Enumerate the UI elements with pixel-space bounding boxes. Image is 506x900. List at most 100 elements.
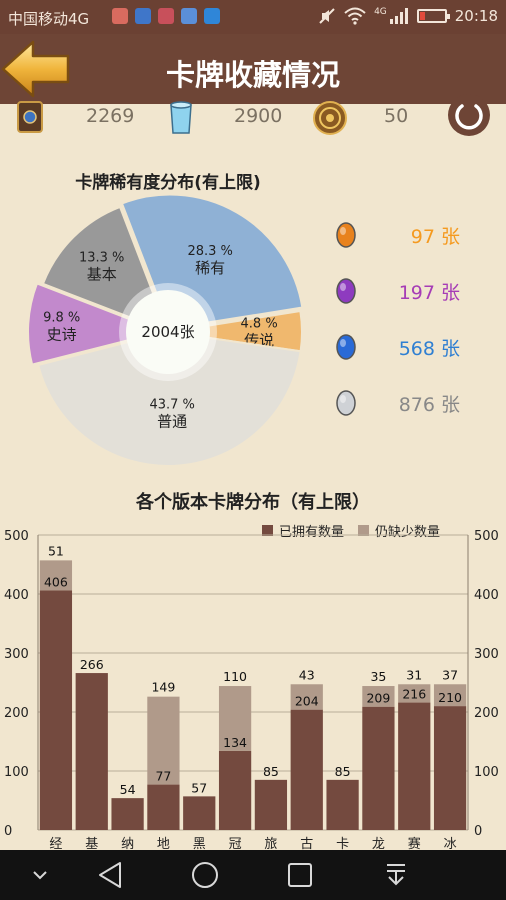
bar-owned-label: 54 — [120, 782, 136, 797]
x-tick-label: 卡 — [336, 837, 349, 850]
gold-count: 50 — [384, 105, 409, 127]
bar-owned-label: 406 — [44, 574, 68, 589]
bar-missing[interactable] — [362, 686, 395, 707]
bar-owned[interactable] — [39, 590, 73, 830]
bar-missing-label: 43 — [299, 667, 315, 682]
notification-app-icon — [135, 8, 151, 24]
arcane-dust-count: 2900 — [234, 105, 283, 127]
x-tick-label: 地 — [157, 837, 170, 850]
bar-owned-label: 209 — [366, 691, 390, 706]
rarity-count: 197 张 — [398, 282, 460, 304]
pie-slice-percent: 43.7 % — [149, 397, 194, 412]
pie-slice-5[interactable] — [41, 205, 170, 334]
pie-slice-name: 史诗 — [47, 326, 77, 344]
rarity-legend-row: 197 张 — [334, 276, 494, 306]
bar-missing[interactable] — [398, 684, 431, 703]
y-tick-right: 200 — [474, 706, 499, 721]
y-tick-right: 400 — [474, 588, 499, 603]
set-chart-title: 各个版本卡牌分布（有上限） — [136, 492, 370, 513]
bar-missing[interactable] — [218, 686, 252, 751]
y-tick-left: 200 — [4, 706, 29, 721]
home-nav-button[interactable] — [175, 850, 235, 900]
square-recents-icon — [288, 863, 312, 887]
bar-owned[interactable] — [218, 750, 252, 830]
signal-type-label: 4G — [374, 7, 387, 17]
chevron-down-icon — [33, 871, 47, 880]
x-tick-label: 旅 — [264, 837, 277, 850]
y-tick-left: 300 — [4, 647, 29, 662]
bar-owned[interactable] — [75, 673, 108, 830]
missing-legend-label: 仍缺少数量 — [375, 525, 441, 540]
y-tick-right: 500 — [474, 529, 499, 544]
bar-owned-label: 266 — [80, 657, 104, 672]
x-tick-label: 冠 — [229, 837, 242, 850]
arcane-dust-icon — [170, 101, 192, 134]
bar-missing-label: 37 — [442, 667, 458, 682]
missing-legend-swatch — [358, 525, 370, 536]
rarity-count: 876 张 — [398, 394, 460, 416]
rare-gem-icon — [336, 334, 356, 360]
pie-slice-4[interactable] — [27, 282, 166, 366]
bar-owned-label: 134 — [223, 735, 247, 750]
bar-owned[interactable] — [147, 784, 180, 830]
navigation-bar — [0, 850, 506, 900]
bar-owned[interactable] — [111, 798, 144, 830]
card-pack-icon — [17, 101, 43, 133]
bar-owned[interactable] — [362, 706, 395, 830]
bar-owned[interactable] — [398, 702, 431, 830]
notification-pull-button[interactable] — [366, 850, 426, 900]
bar-owned-label: 216 — [402, 687, 426, 702]
owned-legend-label: 已拥有数量 — [279, 525, 345, 540]
bar-owned[interactable] — [254, 779, 288, 830]
pie-slice-percent: 9.8 % — [43, 311, 80, 326]
bar-missing-label: 149 — [151, 680, 175, 695]
epic-gem-icon — [336, 278, 356, 304]
bar-owned[interactable] — [183, 796, 216, 830]
bar-owned-label: 210 — [438, 690, 462, 705]
set-bar-chart: 0 0 100 100 200 200 300 300 400 400 500 500 406 51 经 26… — [4, 529, 499, 850]
bar-owned[interactable] — [433, 706, 467, 830]
rarity-count: 97 张 — [410, 226, 460, 248]
x-tick-label: 冰 — [444, 837, 457, 850]
resource-row: 2269 2900 50 — [0, 94, 506, 136]
bar-missing-label: 31 — [406, 667, 422, 682]
x-tick-label: 古 — [300, 837, 313, 850]
rarity-legend-row: 568 张 — [334, 332, 494, 362]
y-tick-left: 100 — [4, 765, 29, 780]
y-tick-right: 0 — [474, 824, 482, 839]
x-tick-label: 黑 — [193, 837, 206, 850]
carrier-label: 中国移动4G — [8, 10, 90, 28]
rarity-count: 568 张 — [398, 338, 460, 360]
bar-owned-label: 85 — [263, 764, 279, 779]
bar-missing[interactable] — [147, 696, 180, 785]
set-chart-legend: 已拥有数量 仍缺少数量 — [262, 521, 440, 540]
home-circle-icon — [192, 862, 218, 888]
pie-slice-3[interactable] — [36, 330, 302, 467]
y-tick-left: 500 — [4, 529, 29, 544]
y-tick-right: 300 — [474, 647, 499, 662]
pie-slice-name: 基本 — [87, 266, 117, 284]
pie-slice-name: 普通 — [157, 412, 187, 430]
bar-missing[interactable] — [39, 560, 73, 591]
pie-slice-percent: 4.8 % — [241, 316, 278, 331]
rarity-chart-title: 卡牌稀有度分布(有上限) — [75, 173, 261, 193]
owned-legend-swatch — [262, 525, 273, 536]
triangle-back-icon — [99, 862, 121, 888]
bar-missing-label: 35 — [370, 669, 386, 684]
pie-total-label: 2004张 — [141, 323, 194, 341]
bar-missing[interactable] — [290, 684, 323, 710]
bar-owned[interactable] — [290, 709, 323, 830]
x-tick-label: 赛 — [408, 836, 421, 850]
rarity-legend-row: 97 张 — [334, 220, 494, 250]
back-button[interactable] — [0, 38, 74, 100]
bar-owned-label: 204 — [295, 694, 319, 709]
hide-nav-button[interactable] — [10, 850, 70, 900]
bar-owned[interactable] — [326, 779, 359, 830]
refresh-button[interactable] — [448, 94, 490, 136]
bar-missing[interactable] — [433, 684, 467, 707]
recents-nav-button[interactable] — [270, 850, 330, 900]
back-nav-button[interactable] — [80, 850, 140, 900]
notification-app-icon — [181, 8, 197, 24]
battery-icon — [416, 9, 450, 23]
clock: 20:18 — [454, 7, 498, 25]
